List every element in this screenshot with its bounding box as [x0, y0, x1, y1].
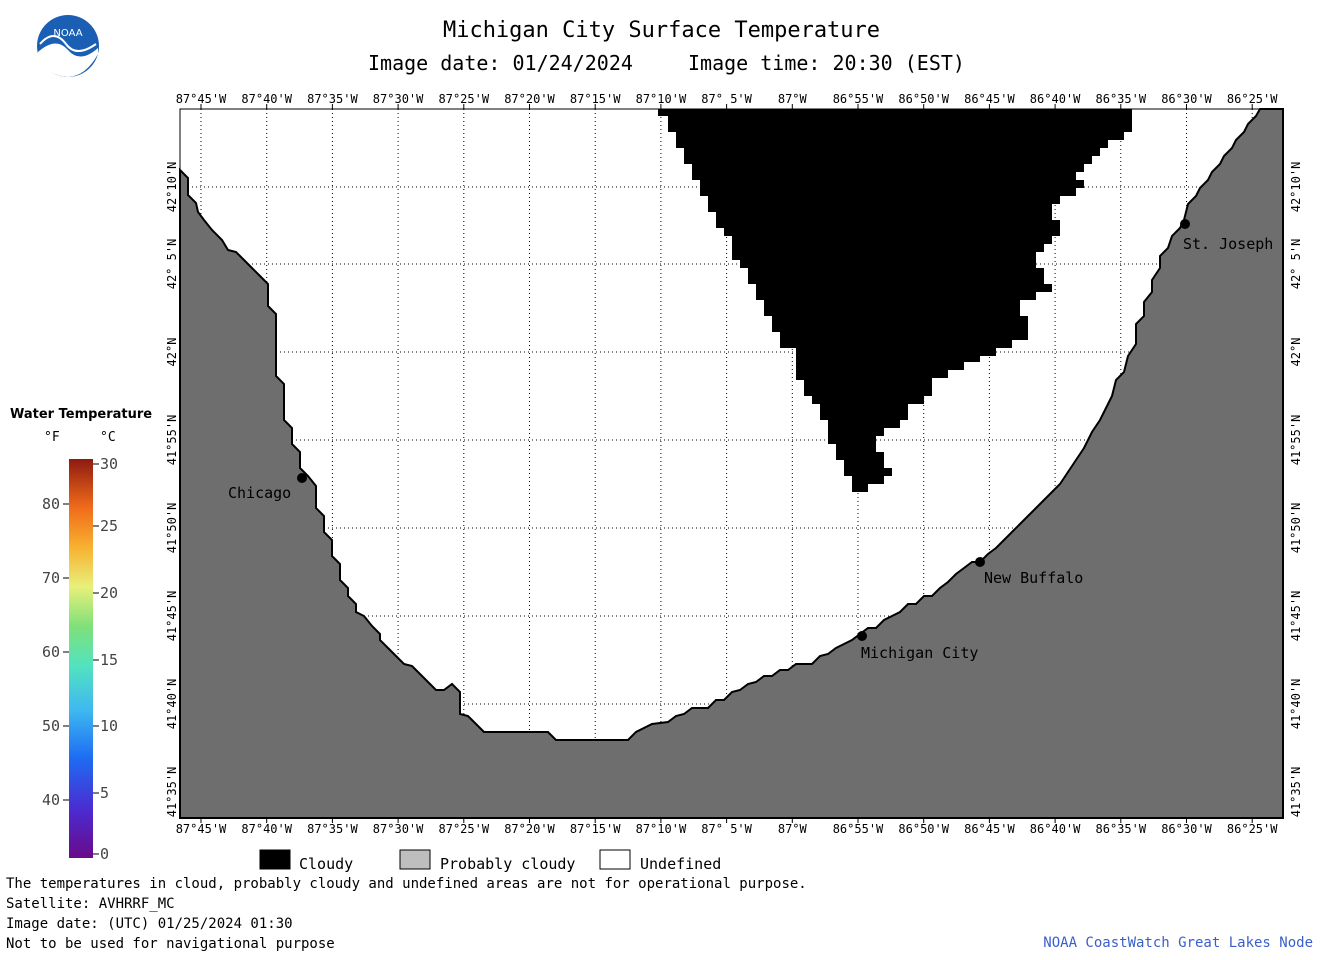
unit-celsius: °C	[100, 430, 116, 445]
f-tick-label: 70	[42, 569, 60, 587]
c-tick-label: 15	[100, 651, 118, 669]
image-time: Image time: 20:30 (EST)	[688, 51, 965, 75]
lat-label-left: 41°40'N	[165, 679, 179, 730]
city-marker-new-buffalo: New Buffalo	[975, 557, 1083, 587]
lon-label-bottom: 86°30'W	[1161, 822, 1212, 836]
lat-label-left: 41°45'N	[165, 591, 179, 642]
f-tick-label: 40	[42, 791, 60, 809]
legend-label-cloudy: Cloudy	[299, 855, 353, 873]
footer-satellite: Satellite: AVHRRF_MC	[6, 896, 175, 912]
c-tick-label: 5	[100, 784, 109, 802]
lon-label-bottom: 86°55'W	[833, 822, 884, 836]
lon-label-bottom: 86°50'W	[898, 822, 949, 836]
lat-label-left: 41°35'N	[165, 767, 179, 818]
lat-label-right: 42° 5'N	[1289, 239, 1303, 290]
latitude-labels-right: 42°10'N 42° 5'N 42°N 41°55'N 41°50'N 41°45'N 4…	[1289, 162, 1303, 818]
city-label: Michigan City	[861, 644, 978, 662]
lat-label-left: 41°55'N	[165, 415, 179, 466]
c-tick-label: 30	[100, 455, 118, 473]
lon-label-bottom: 87°45'W	[176, 822, 227, 836]
lon-label-top: 87°10'W	[636, 92, 687, 106]
lon-label-top: 87°25'W	[439, 92, 490, 106]
c-tick-label: 10	[100, 717, 118, 735]
f-tick-label: 80	[42, 495, 60, 513]
map-title: Michigan City Surface Temperature	[442, 18, 881, 43]
c-tick-label: 25	[100, 517, 118, 535]
map-frame	[179, 108, 1284, 819]
lon-label-bottom: 86°40'W	[1030, 822, 1081, 836]
legend-swatch-undefined	[599, 849, 631, 870]
lon-label-top: 87°W	[778, 92, 808, 106]
footer-nav-warning: Not to be used for navigational purpose	[6, 936, 335, 952]
lon-label-top: 87°40'W	[241, 92, 292, 106]
lon-label-bottom: 87°W	[778, 822, 808, 836]
legend-swatch-cloudy	[259, 849, 291, 870]
city-label: St. Joseph	[1183, 235, 1273, 253]
legend-swatch-probably-cloudy	[399, 849, 431, 870]
city-marker-st-joseph: St. Joseph	[1180, 219, 1273, 253]
lat-label-left: 42°N	[165, 338, 179, 367]
latitude-labels-left: 42°10'N 42° 5'N 42°N 41°55'N 41°50'N 41°45'N 4…	[165, 162, 179, 818]
lat-label-right: 42°N	[1289, 338, 1303, 367]
c-tick-label: 20	[100, 584, 118, 602]
lat-label-right: 41°55'N	[1289, 415, 1303, 466]
lat-label-right: 41°50'N	[1289, 503, 1303, 554]
lon-label-bottom: 87°30'W	[373, 822, 424, 836]
lon-label-bottom: 87°10'W	[636, 822, 687, 836]
legend-label-undefined: Undefined	[640, 855, 721, 873]
lon-label-bottom: 86°35'W	[1096, 822, 1147, 836]
lon-label-bottom: 87°25'W	[439, 822, 490, 836]
lon-label-top: 86°35'W	[1096, 92, 1147, 106]
lon-label-bottom: 86°25'W	[1227, 822, 1278, 836]
c-tick-label: 0	[100, 845, 109, 863]
legend-label-probably-cloudy: Probably cloudy	[440, 855, 575, 873]
f-tick-label: 50	[42, 717, 60, 735]
longitude-labels-bottom: 87°45'W 87°40'W 87°35'W 87°30'W 87°25'W 87°20…	[176, 818, 1278, 836]
image-date: Image date: 01/24/2024	[368, 51, 633, 75]
lat-label-right: 41°40'N	[1289, 679, 1303, 730]
lat-label-left: 42°10'N	[165, 162, 179, 213]
footer-credit: NOAA CoastWatch Great Lakes Node	[1043, 935, 1313, 951]
color-bar	[69, 459, 93, 858]
land-shore	[179, 108, 1284, 819]
lon-label-top: 86°30'W	[1161, 92, 1212, 106]
city-marker-michigan-city: Michigan City	[857, 631, 978, 662]
lon-label-bottom: 87°15'W	[570, 822, 621, 836]
city-label: Chicago	[228, 484, 291, 502]
lon-label-top: 87° 5'W	[701, 92, 752, 106]
lon-label-top: 86°55'W	[833, 92, 884, 106]
city-marker-chicago: Chicago	[228, 473, 307, 502]
lon-label-bottom: 87°20'W	[504, 822, 555, 836]
longitude-labels-top: 87°45'W 87°40'W 87°35'W 87°30'W 87°25'W 87°20…	[176, 92, 1278, 109]
lon-label-top: 86°40'W	[1030, 92, 1081, 106]
lat-label-right: 41°45'N	[1289, 591, 1303, 642]
city-label: New Buffalo	[984, 569, 1083, 587]
footer-disclaimer: The temperatures in cloud, probably clou…	[6, 876, 807, 892]
lon-label-top: 86°45'W	[964, 92, 1015, 106]
cloud-area	[658, 109, 1132, 492]
lon-label-top: 87°15'W	[570, 92, 621, 106]
lon-label-top: 86°50'W	[898, 92, 949, 106]
colorbar-title: Water Temperature	[10, 407, 153, 422]
lat-label-right: 41°35'N	[1289, 767, 1303, 818]
lon-label-bottom: 87°40'W	[241, 822, 292, 836]
footer-utc-date: Image date: (UTC) 01/25/2024 01:30	[6, 916, 293, 932]
lon-label-top: 87°20'W	[504, 92, 555, 106]
lat-label-right: 42°10'N	[1289, 162, 1303, 213]
logo-text: NOAA	[53, 28, 82, 39]
unit-fahrenheit: °F	[44, 430, 60, 445]
lon-label-top: 86°25'W	[1227, 92, 1278, 106]
lon-label-bottom: 86°45'W	[964, 822, 1015, 836]
noaa-logo: NOAA	[36, 14, 100, 82]
lon-label-top: 87°45'W	[176, 92, 227, 106]
lon-label-top: 87°30'W	[373, 92, 424, 106]
lon-label-top: 87°35'W	[307, 92, 358, 106]
lon-label-bottom: 87°35'W	[307, 822, 358, 836]
lon-label-bottom: 87° 5'W	[701, 822, 752, 836]
lat-label-left: 42° 5'N	[165, 239, 179, 290]
f-tick-label: 60	[42, 643, 60, 661]
lat-label-left: 41°50'N	[165, 503, 179, 554]
